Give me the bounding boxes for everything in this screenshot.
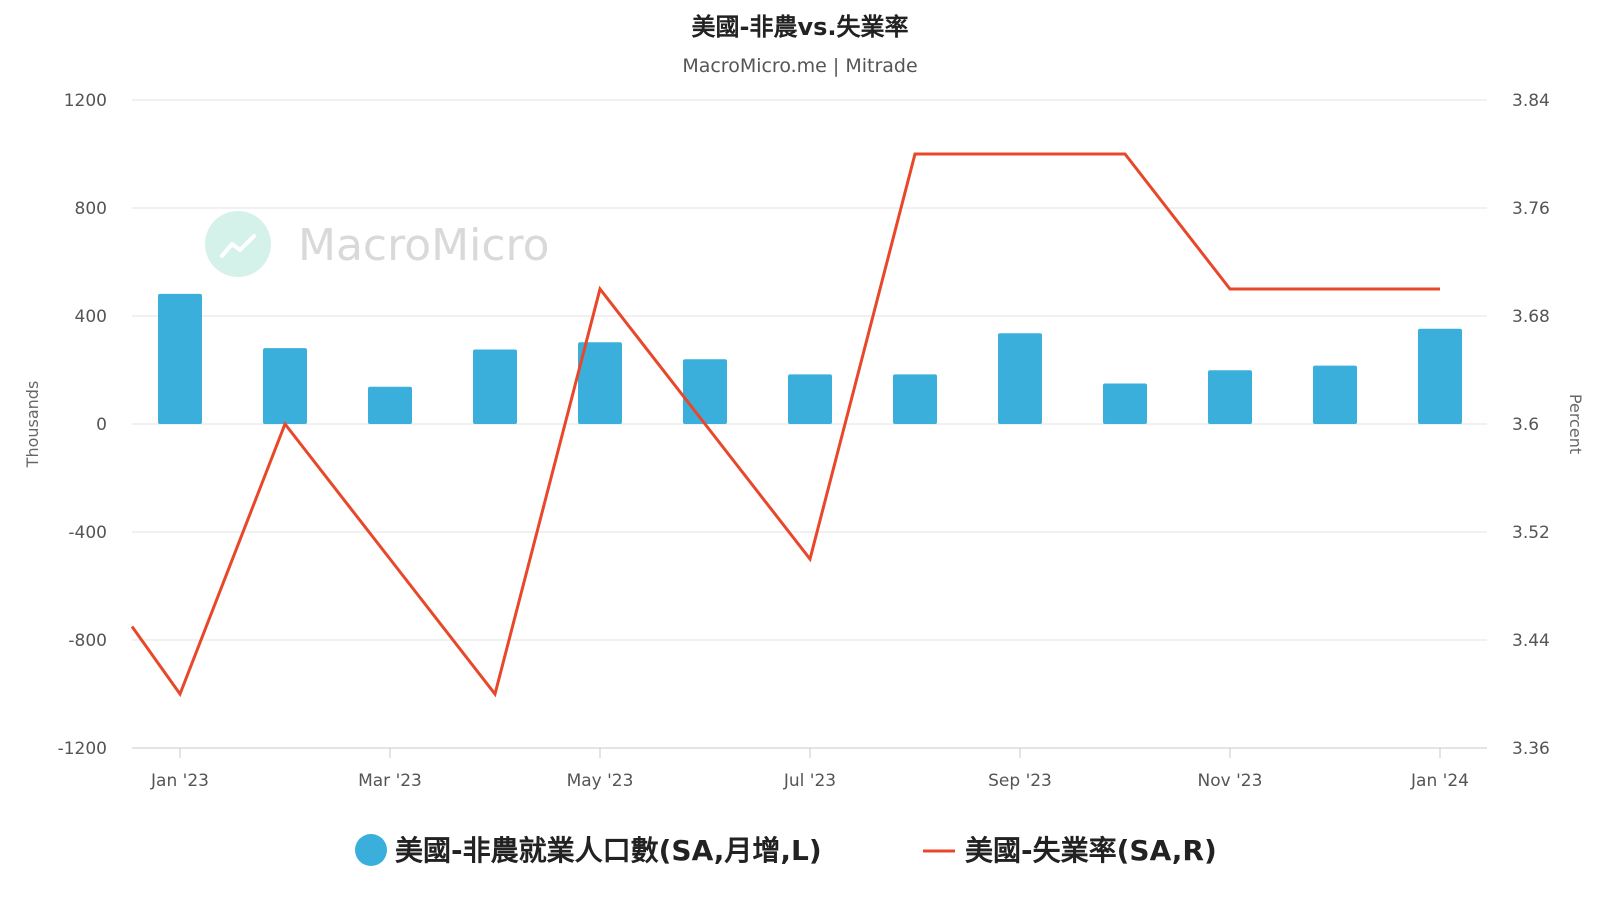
line-point[interactable] <box>1017 151 1023 157</box>
line-point[interactable] <box>1332 286 1338 292</box>
y-axis-right: 3.84 3.76 3.68 3.6 3.52 3.44 3.36 <box>1512 91 1550 759</box>
bar[interactable] <box>893 374 937 424</box>
y-left-tick-label: 1200 <box>64 91 107 111</box>
line-series[interactable] <box>130 151 1443 698</box>
y-right-tick-label: 3.6 <box>1512 415 1539 435</box>
bar-series[interactable] <box>158 293 1462 425</box>
y-right-tick-label: 3.68 <box>1512 307 1550 327</box>
bar[interactable] <box>158 293 202 424</box>
bar[interactable] <box>788 374 832 424</box>
bar[interactable] <box>578 342 622 424</box>
y-right-tick-label: 3.36 <box>1512 739 1550 759</box>
y-left-tick-label: 400 <box>75 307 107 327</box>
y-axis-left: 1200 800 400 0 -400 -800 -1200 <box>58 91 107 759</box>
chart-subtitle: MacroMicro.me | Mitrade <box>682 55 917 77</box>
legend-item-bars[interactable]: 美國-非農就業人口數(SA,月增,L) <box>355 834 822 867</box>
watermark-text: MacroMicro <box>298 220 550 271</box>
watermark-logo-icon <box>205 211 271 277</box>
y-left-tick-label: 0 <box>96 415 107 435</box>
chart-title: 美國-非農vs.失業率 <box>691 13 908 41</box>
legend-item-line[interactable]: 美國-失業率(SA,R) <box>923 834 1217 867</box>
y-right-tick-label: 3.44 <box>1512 631 1550 651</box>
x-tick-label: Mar '23 <box>358 771 422 791</box>
x-tick-label: Jan '24 <box>1410 771 1469 791</box>
x-tick-label: Nov '23 <box>1198 771 1263 791</box>
legend-bar-label: 美國-非農就業人口數(SA,月增,L) <box>395 834 822 867</box>
x-axis: Jan '23 Mar '23 May '23 Jul '23 Sep '23 Nov '… <box>132 747 1487 791</box>
line-point[interactable] <box>1122 151 1128 157</box>
y-right-tick-label: 3.76 <box>1512 199 1550 219</box>
y-left-tick-label: -400 <box>68 523 107 543</box>
x-tick-label: Jan '23 <box>150 771 209 791</box>
line-point[interactable] <box>282 421 288 427</box>
legend: 美國-非農就業人口數(SA,月增,L) 美國-失業率(SA,R) <box>355 834 1217 867</box>
line-point[interactable] <box>387 556 393 562</box>
x-tick-label: May '23 <box>567 771 634 791</box>
unemployment-line <box>130 152 1440 698</box>
x-tick-label: Sep '23 <box>988 771 1052 791</box>
line-point[interactable] <box>702 421 708 427</box>
line-point[interactable] <box>492 691 498 697</box>
y-right-tick-label: 3.52 <box>1512 523 1550 543</box>
line-point[interactable] <box>597 286 603 292</box>
bar[interactable] <box>1418 328 1462 424</box>
bar[interactable] <box>263 348 307 424</box>
line-point[interactable] <box>1437 286 1443 292</box>
legend-bar-marker-icon <box>355 834 387 866</box>
bar[interactable] <box>1313 365 1357 424</box>
line-point[interactable] <box>912 151 918 157</box>
line-point[interactable] <box>807 556 813 562</box>
watermark: MacroMicro <box>205 211 550 277</box>
bar[interactable] <box>683 359 727 424</box>
bar[interactable] <box>368 386 412 424</box>
y-left-tick-label: 800 <box>75 199 107 219</box>
bar[interactable] <box>1208 370 1252 424</box>
y-right-tick-label: 3.84 <box>1512 91 1550 111</box>
y-axis-right-title: Percent <box>1566 394 1585 454</box>
y-left-tick-label: -800 <box>68 631 107 651</box>
bar[interactable] <box>473 349 517 424</box>
x-tick-label: Jul '23 <box>783 771 836 791</box>
watermark-logo-line-icon <box>220 234 256 258</box>
y-axis-left-title: Thousands <box>23 381 42 469</box>
legend-line-label: 美國-失業率(SA,R) <box>965 834 1217 867</box>
line-point[interactable] <box>1227 286 1233 292</box>
line-point[interactable] <box>177 691 183 697</box>
bar[interactable] <box>1103 383 1147 425</box>
bar[interactable] <box>998 333 1042 424</box>
y-left-tick-label: -1200 <box>58 739 107 759</box>
